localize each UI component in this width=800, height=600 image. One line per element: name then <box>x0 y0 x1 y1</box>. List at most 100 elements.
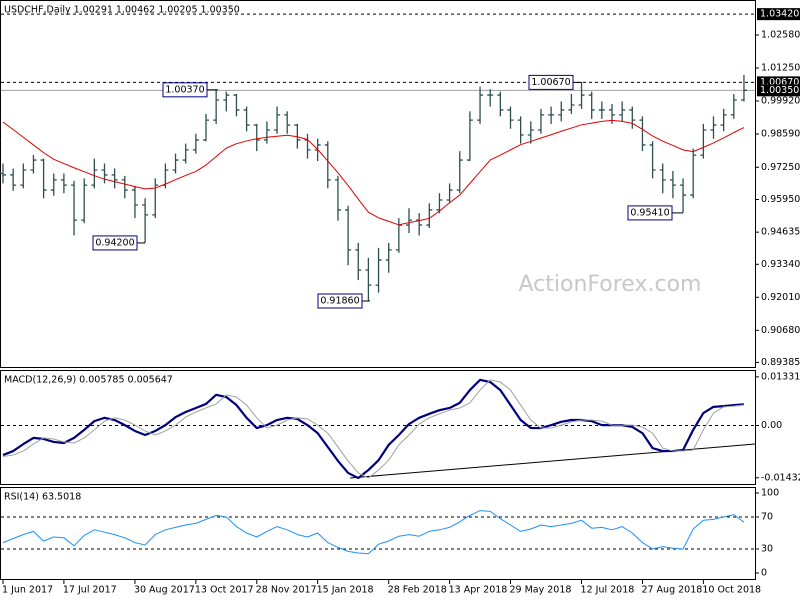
ohlc-bar <box>334 175 341 221</box>
y-tick-label: -0.014323 <box>761 472 800 483</box>
ohlc-bar <box>182 143 189 164</box>
y-tick-label: 0.00 <box>761 420 782 431</box>
x-tick-label: 10 Oct 2018 <box>702 585 761 596</box>
y-tick-label: 0.98590 <box>761 128 800 139</box>
ohlc-bar <box>365 257 372 302</box>
annotation-label: 0.95410 <box>630 207 669 218</box>
x-tick-label: 28 Feb 2018 <box>388 585 447 596</box>
y-tick-label: 100 <box>761 488 779 499</box>
x-tick-label: 17 Jul 2017 <box>63 585 117 596</box>
x-tick-label: 13 Apr 2018 <box>449 585 508 596</box>
ohlc-bar <box>385 242 392 273</box>
ohlc-bar <box>223 91 230 112</box>
ohlc-bar <box>192 133 199 154</box>
ohlc-bar <box>740 74 747 102</box>
ohlc-bar <box>426 203 433 229</box>
panel-title: MACD(12,26,9) 0.005785 0.005647 <box>4 375 173 386</box>
y-tick-label: 70 <box>761 512 773 523</box>
panel-frame <box>0 0 756 368</box>
ohlc-bar <box>91 158 98 189</box>
panel-title: USDCHF,Daily 1.00291 1.00462 1.00205 1.0… <box>4 5 240 16</box>
ohlc-bar <box>558 101 565 122</box>
ohlc-bar <box>720 108 727 132</box>
indicator-line <box>2 510 745 555</box>
ohlc-bar <box>304 133 311 159</box>
ohlc-bar <box>101 163 108 184</box>
ohlc-bar <box>690 148 697 199</box>
x-tick-label: 28 Nov 2017 <box>256 585 317 596</box>
y-tick-label: 1.02580 <box>761 29 800 40</box>
ohlc-bar <box>284 111 291 134</box>
ohlc-bar <box>131 185 138 219</box>
ohlc-bar <box>111 168 118 189</box>
ohlc-bar <box>243 106 250 132</box>
ohlc-bar <box>649 141 656 179</box>
ohlc-bar <box>71 180 78 236</box>
y-tick-label: 0.93340 <box>761 259 800 270</box>
y-tick-label: 0.99920 <box>761 95 800 106</box>
ohlc-bar <box>598 101 605 119</box>
annotation-box <box>528 74 574 90</box>
y-tick-label: 1.01250 <box>761 62 800 73</box>
y-tick-label: 0.94635 <box>761 227 800 238</box>
level-label-box <box>757 84 800 97</box>
ohlc-bar <box>436 193 443 214</box>
ohlc-bar <box>669 170 676 199</box>
ohlc-bar <box>700 123 707 159</box>
ohlc-bar <box>20 163 27 189</box>
ohlc-bar <box>548 106 555 124</box>
y-tick-label: 0.95950 <box>761 194 800 205</box>
ohlc-bar <box>395 218 402 253</box>
ohlc-bar <box>60 173 67 194</box>
annotation-label: 0.91860 <box>320 296 359 307</box>
x-tick-label: 13 Oct 2017 <box>195 585 254 596</box>
ohlc-bar <box>477 86 484 124</box>
annotation-box <box>627 205 673 221</box>
y-tick-label: 0.89385 <box>761 357 800 368</box>
ohlc-bar <box>375 247 382 293</box>
ohlc-bar <box>588 91 595 119</box>
ohlc-bar <box>50 173 57 196</box>
ohlc-bar <box>406 208 412 234</box>
y-tick-label: 30 <box>761 544 773 555</box>
x-tick-label: 12 Jul 2018 <box>581 585 635 596</box>
ohlc-bar <box>680 178 687 213</box>
ohlc-bar <box>507 106 514 129</box>
macd-trendline <box>349 443 756 479</box>
level-label: 1.00350 <box>760 85 799 96</box>
annotation-label: 1.00670 <box>531 77 570 88</box>
ohlc-bar <box>487 89 494 107</box>
y-tick-label: 0.92010 <box>761 292 800 303</box>
ohlc-bar <box>121 175 128 199</box>
y-tick-label: 0 <box>761 568 767 579</box>
ohlc-bar <box>416 213 423 236</box>
ohlc-bar <box>345 205 352 266</box>
ohlc-bar <box>466 111 473 162</box>
panel-title-bg <box>2 2 6 3</box>
x-tick-label: 1 Jun 2017 <box>2 585 53 596</box>
annotation-box <box>92 235 138 251</box>
ohlc-bar <box>619 101 626 122</box>
y-tick-label: 0.97250 <box>761 162 800 173</box>
x-tick-label: 15 Jan 2018 <box>317 585 374 596</box>
level-label: 1.03420 <box>760 9 799 20</box>
ohlc-bar <box>578 82 585 109</box>
ohlc-bar <box>446 183 453 204</box>
panel-frame <box>0 487 756 580</box>
y-tick-label: 0.90680 <box>761 325 800 336</box>
ohlc-bar <box>81 178 88 224</box>
ohlc-bar <box>213 89 220 124</box>
indicator-line <box>2 379 745 479</box>
level-label: 1.00670 <box>760 77 799 88</box>
ohlc-bar <box>659 163 666 194</box>
moving-average <box>2 119 745 226</box>
ohlc-bar <box>263 121 270 144</box>
ohlc-bar <box>10 168 17 191</box>
ohlc-bar <box>274 106 281 134</box>
annotation-label: 1.00370 <box>165 84 204 95</box>
panel-frame <box>0 370 756 485</box>
ohlc-bar <box>233 94 240 117</box>
ohlc-bar <box>152 178 159 219</box>
